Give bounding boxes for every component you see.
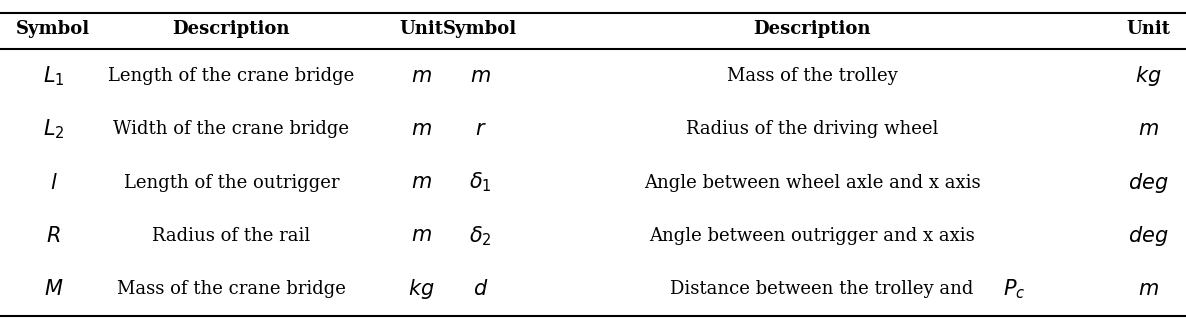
Text: Symbol: Symbol [444, 20, 517, 38]
Text: $kg$: $kg$ [1135, 64, 1161, 88]
Text: $d$: $d$ [473, 279, 487, 299]
Text: $L_1$: $L_1$ [43, 64, 64, 88]
Text: $\delta_1$: $\delta_1$ [468, 171, 492, 194]
Text: $R$: $R$ [46, 226, 60, 246]
Text: $M$: $M$ [44, 279, 63, 299]
Text: Radius of the driving wheel: Radius of the driving wheel [687, 120, 938, 138]
Text: $deg$: $deg$ [1128, 171, 1168, 195]
Text: Symbol: Symbol [17, 20, 90, 38]
Text: Radius of the rail: Radius of the rail [152, 227, 311, 245]
Text: $deg$: $deg$ [1128, 224, 1168, 248]
Text: Unit: Unit [398, 20, 444, 38]
Text: Angle between outrigger and x axis: Angle between outrigger and x axis [650, 227, 975, 245]
Text: Description: Description [172, 20, 291, 38]
Text: Unit: Unit [1126, 20, 1171, 38]
Text: Description: Description [753, 20, 872, 38]
Text: $m$: $m$ [410, 173, 432, 192]
Text: Width of the crane bridge: Width of the crane bridge [114, 120, 349, 138]
Text: Mass of the crane bridge: Mass of the crane bridge [117, 280, 345, 298]
Text: $m$: $m$ [410, 120, 432, 139]
Text: Distance between the trolley and: Distance between the trolley and [670, 280, 984, 298]
Text: $m$: $m$ [1137, 120, 1159, 139]
Text: $l$: $l$ [50, 173, 57, 193]
Text: $m$: $m$ [410, 67, 432, 85]
Text: $m$: $m$ [1137, 280, 1159, 299]
Text: $m$: $m$ [470, 67, 491, 85]
Text: Length of the outrigger: Length of the outrigger [123, 174, 339, 192]
Text: $r$: $r$ [474, 120, 486, 139]
Text: Angle between wheel axle and x axis: Angle between wheel axle and x axis [644, 174, 981, 192]
Text: $P_c$: $P_c$ [1003, 278, 1025, 301]
Text: Length of the crane bridge: Length of the crane bridge [108, 67, 355, 85]
Text: $kg$: $kg$ [408, 277, 434, 301]
Text: Mass of the trolley: Mass of the trolley [727, 67, 898, 85]
Text: $L_2$: $L_2$ [43, 118, 64, 141]
Text: $m$: $m$ [410, 226, 432, 245]
Text: $\delta_2$: $\delta_2$ [468, 224, 492, 248]
